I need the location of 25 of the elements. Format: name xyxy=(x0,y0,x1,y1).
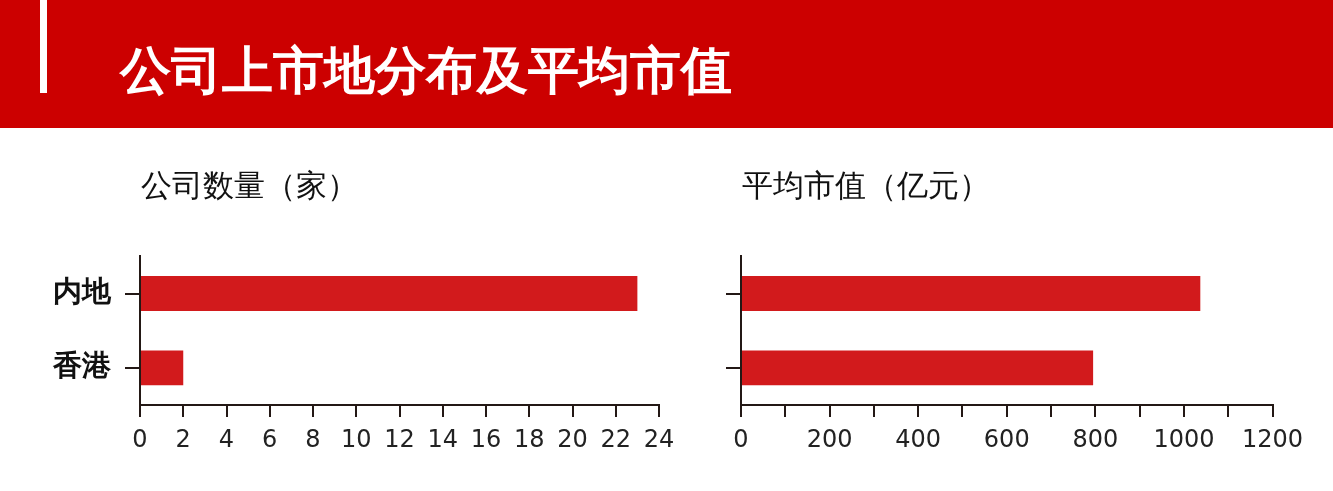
x-tick-label: 8 xyxy=(305,424,321,453)
chart-title: 公司上市地分布及平均市值 xyxy=(120,41,732,100)
x-tick-label: 600 xyxy=(983,424,1030,453)
x-tick-label: 22 xyxy=(600,424,632,453)
x-tick-label: 4 xyxy=(218,424,235,453)
x-tick-label: 400 xyxy=(895,424,942,453)
x-tick-label: 2 xyxy=(175,424,191,453)
chart-subtitle: 公司数量（家） xyxy=(141,166,358,205)
x-tick-label: 0 xyxy=(733,424,749,453)
x-tick-label: 200 xyxy=(806,424,853,453)
y-tick-label: 香港 xyxy=(52,348,112,383)
x-tick-label: 800 xyxy=(1072,424,1119,453)
x-tick-label: 24 xyxy=(643,424,675,453)
chart-subtitle: 平均市值（亿元） xyxy=(742,166,990,205)
x-tick-label: 14 xyxy=(427,424,459,453)
x-tick-label: 10 xyxy=(340,424,372,453)
x-tick-label: 12 xyxy=(384,424,415,453)
y-tick-label: 内地 xyxy=(53,274,112,309)
x-tick-label: 18 xyxy=(513,424,545,453)
x-tick-label: 1200 xyxy=(1241,424,1304,453)
x-tick-label: 6 xyxy=(262,424,278,453)
x-tick-label: 0 xyxy=(132,424,148,453)
x-tick-label: 16 xyxy=(470,424,502,453)
x-tick-label: 1000 xyxy=(1153,424,1215,453)
x-tick-label: 20 xyxy=(557,424,588,453)
